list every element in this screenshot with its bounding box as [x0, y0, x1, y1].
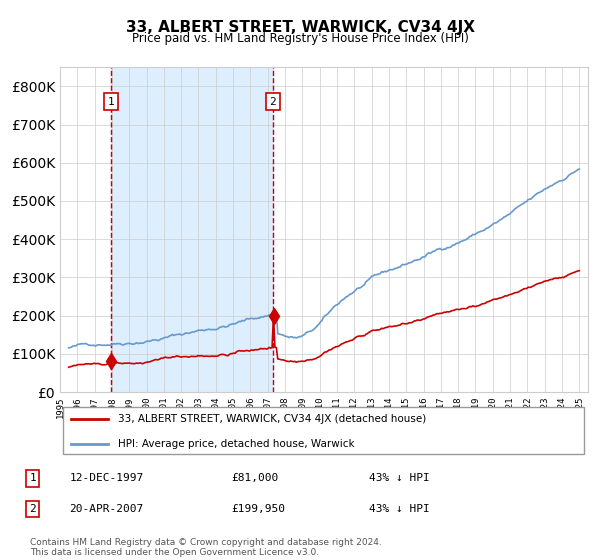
Text: Contains HM Land Registry data © Crown copyright and database right 2024.
This d: Contains HM Land Registry data © Crown c…	[30, 538, 382, 557]
Text: 43% ↓ HPI: 43% ↓ HPI	[369, 473, 430, 483]
Text: 1: 1	[107, 96, 115, 106]
Text: Price paid vs. HM Land Registry's House Price Index (HPI): Price paid vs. HM Land Registry's House …	[131, 32, 469, 45]
Text: 43% ↓ HPI: 43% ↓ HPI	[369, 504, 430, 514]
Text: 33, ALBERT STREET, WARWICK, CV34 4JX: 33, ALBERT STREET, WARWICK, CV34 4JX	[125, 20, 475, 35]
Text: 33, ALBERT STREET, WARWICK, CV34 4JX (detached house): 33, ALBERT STREET, WARWICK, CV34 4JX (de…	[118, 414, 427, 424]
Text: £81,000: £81,000	[231, 473, 278, 483]
Text: 1: 1	[29, 473, 36, 483]
Text: 12-DEC-1997: 12-DEC-1997	[70, 473, 144, 483]
Text: £199,950: £199,950	[231, 504, 285, 514]
Text: 2: 2	[269, 96, 277, 106]
Text: 2: 2	[29, 504, 36, 514]
Bar	[111, 67, 273, 392]
Text: HPI: Average price, detached house, Warwick: HPI: Average price, detached house, Warw…	[118, 438, 355, 449]
FancyBboxPatch shape	[62, 408, 584, 454]
Text: 20-APR-2007: 20-APR-2007	[70, 504, 144, 514]
